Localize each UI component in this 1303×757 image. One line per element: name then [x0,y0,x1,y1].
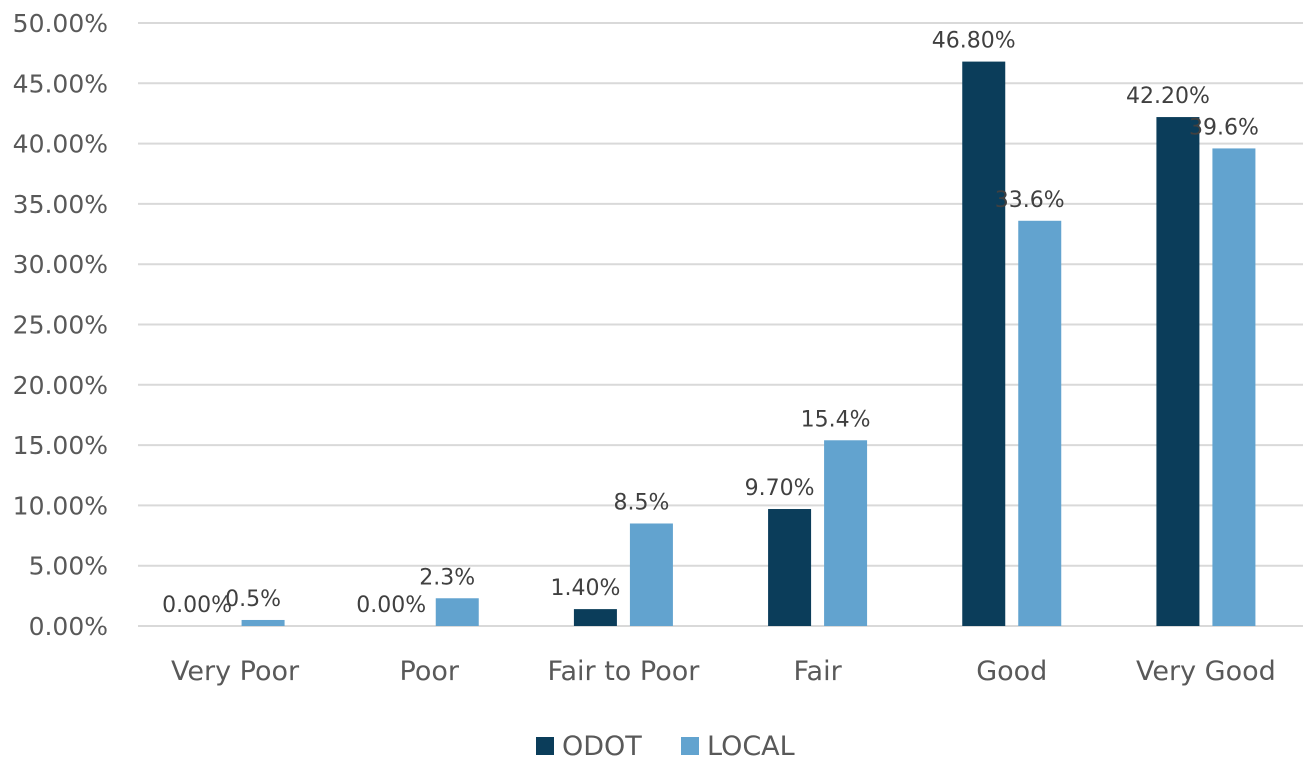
legend-item-odot: ODOT [536,731,642,757]
data-label-odot: 9.70% [745,476,815,501]
y-tick-label: 0.00% [29,612,108,641]
data-label-odot: 1.40% [550,576,620,601]
category-label: Very Good [1136,656,1276,687]
y-tick-label: 40.00% [13,130,108,159]
category-label: Very Poor [171,656,300,687]
bar-local [824,440,868,626]
category-labels: Very Poor Poor Fair to Poor Fair Good Very Go… [171,656,1276,687]
data-label-odot: 42.20% [1126,84,1210,109]
category-label: Good [976,656,1047,687]
data-label-local: 33.6% [995,188,1065,213]
legend-swatch [536,737,554,755]
data-label-local: 2.3% [419,565,475,590]
bar-odot [573,609,617,626]
bar-local [1212,148,1256,626]
bars [241,61,1256,627]
data-label-local: 39.6% [1189,115,1259,140]
gridlines [138,22,1303,627]
category-label: Poor [400,656,460,687]
data-label-odot: 46.80% [932,29,1016,54]
bar-local [629,523,673,626]
bar-odot [1156,117,1200,627]
bar-local [435,598,479,626]
y-tick-label: 20.00% [13,371,108,400]
y-tick-label: 35.00% [13,190,108,219]
data-labels: 0.00%0.5% 0.00%2.3% 1.40%8.5%9.70%15.4%46.… [162,29,1259,618]
y-tick-label: 30.00% [13,250,108,279]
y-tick-label: 10.00% [13,491,108,520]
data-label-odot: 0.00% [162,593,232,618]
category-label: Fair to Poor [547,656,700,687]
legend-swatch [681,737,699,755]
data-label-odot: 0.00% [356,593,426,618]
bar-odot [768,509,812,626]
legend-item-local: LOCAL [681,731,795,757]
legend-label: ODOT [562,731,642,757]
data-label-local: 8.5% [613,490,669,515]
legend-label: LOCAL [707,731,795,757]
category-label: Fair [793,656,842,687]
y-axis-ticks: 0.00% 5.00% 10.00% 15.00% 20.00% 25.00% 30.00%… [13,9,108,641]
legend: ODOT LOCAL [536,731,795,757]
y-tick-label: 15.00% [13,431,108,460]
y-tick-label: 5.00% [29,552,108,581]
bar-local [1018,220,1062,626]
bar-odot [962,61,1006,627]
data-label-local: 15.4% [801,407,871,432]
data-label-local: 0.5% [225,587,281,612]
bar-local [241,619,285,626]
y-tick-label: 50.00% [13,9,108,38]
y-tick-label: 25.00% [13,311,108,340]
y-tick-label: 45.00% [13,69,108,98]
